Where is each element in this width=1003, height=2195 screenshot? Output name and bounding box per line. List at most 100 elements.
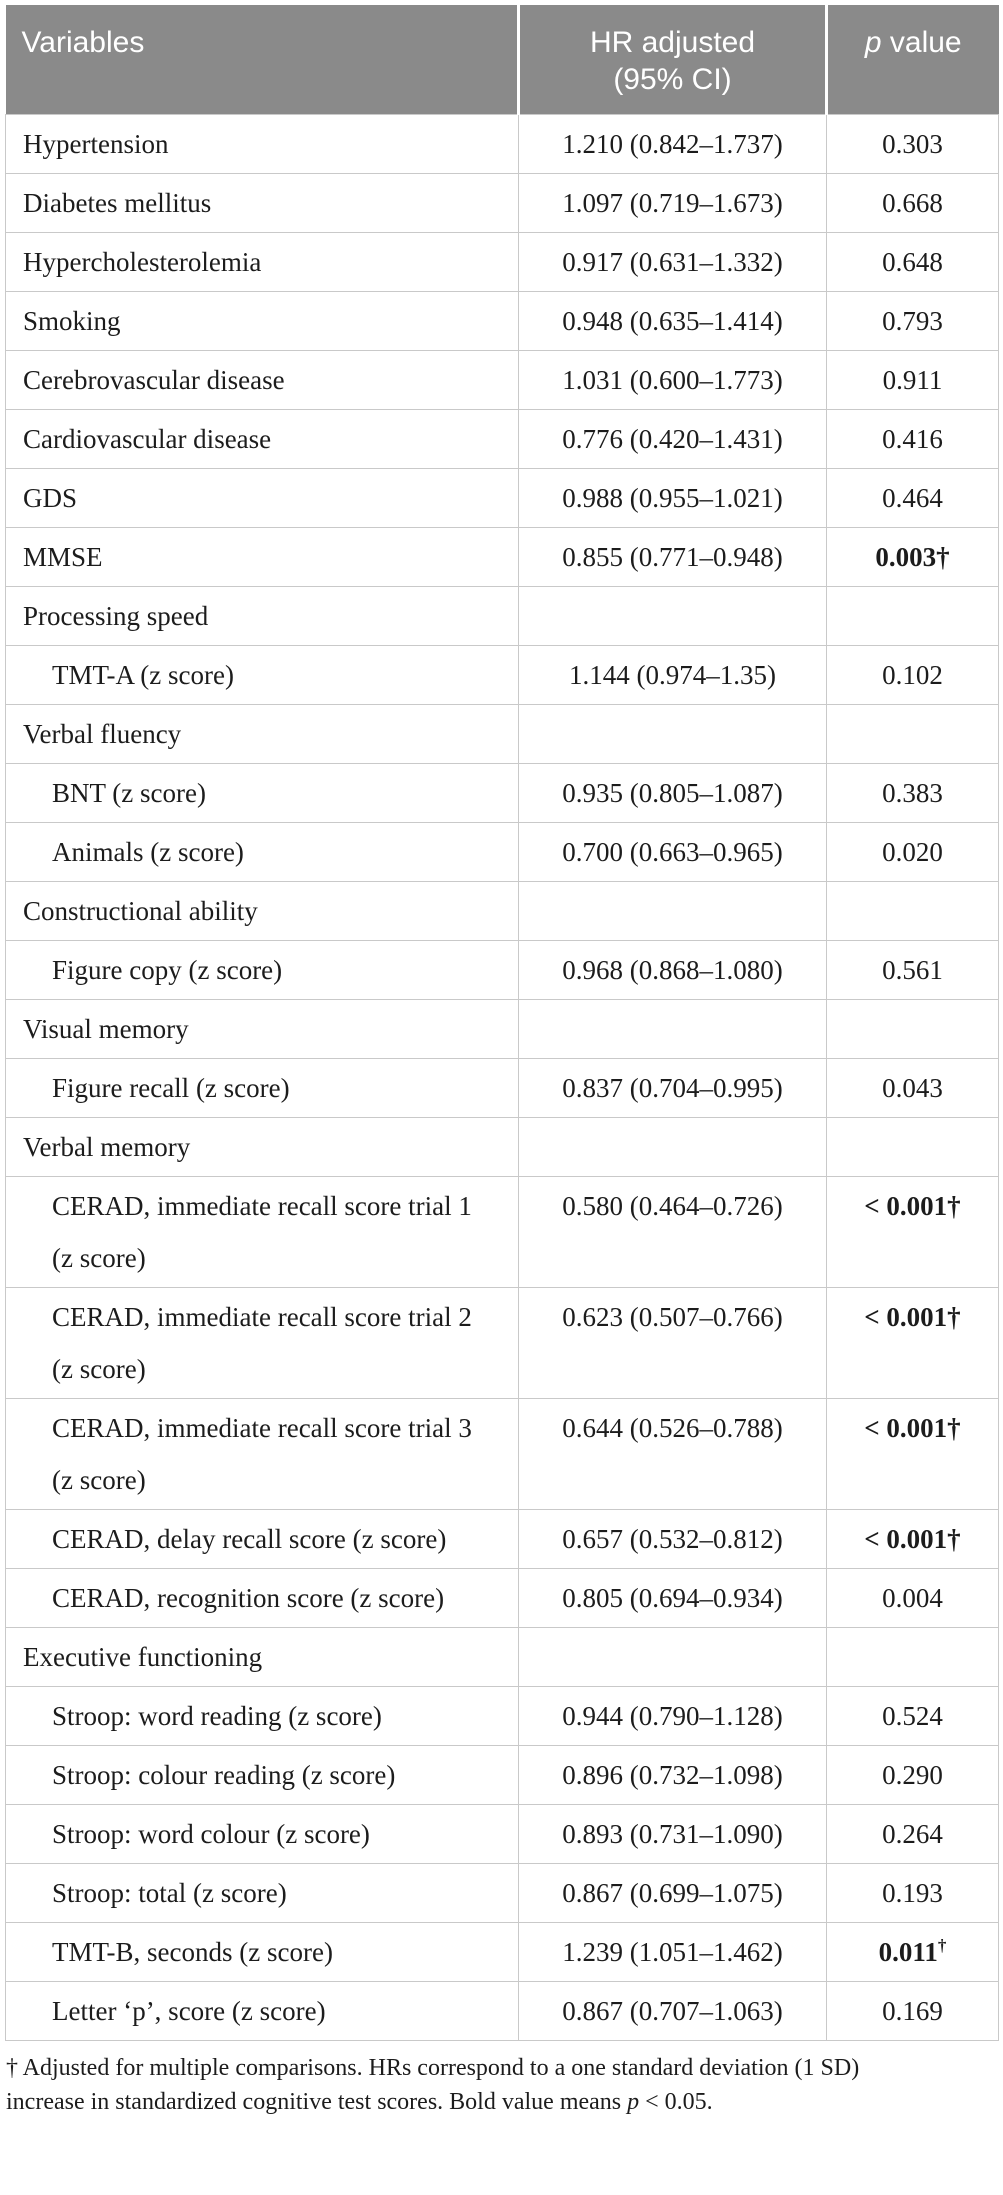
hr-ci-value-cell [518, 881, 827, 941]
hr-ci-value-cell [518, 586, 827, 646]
hr-ci-value-cell: 0.776 (0.420–1.431) [518, 409, 827, 469]
p-value-cell: < 0.001† [826, 1398, 999, 1510]
row-label-line2: (z score) [52, 1243, 146, 1273]
section-row: Verbal memory [5, 1117, 999, 1177]
table-row: Diabetes mellitus 1.097 (0.719–1.673) 0.66… [5, 173, 999, 233]
p-value-cell: 0.416 [826, 409, 999, 469]
row-label-text: Cerebrovascular disease [23, 365, 285, 395]
table-row: Hypertension 1.210 (0.842–1.737) 0.303 [5, 114, 999, 174]
table-row: MMSE 0.855 (0.771–0.948) 0.003† [5, 527, 999, 587]
row-label-cell: CERAD, recognition score (z score) [5, 1568, 519, 1628]
table-row: Hypercholesterolemia 0.917 (0.631–1.332) 0… [5, 232, 999, 292]
row-label-cell: BNT (z score) [5, 763, 519, 823]
hr-ci-value-cell: 1.097 (0.719–1.673) [518, 173, 827, 233]
row-label-cell: Letter ‘p’, score (z score) [5, 1981, 519, 2041]
hr-ci-value-cell: 0.917 (0.631–1.332) [518, 232, 827, 292]
row-label-cell: TMT-A (z score) [5, 645, 519, 705]
hr-ci-value-cell: 1.144 (0.974–1.35) [518, 645, 827, 705]
header-p-rest: value [881, 26, 962, 59]
hr-ci-value-cell [518, 1627, 827, 1687]
table-row: Letter ‘p’, score (z score) 0.867 (0.707–… [5, 1981, 999, 2041]
p-value-cell: 0.169 [826, 1981, 999, 2041]
row-label-text: CERAD, immediate recall score trial 3 [52, 1413, 472, 1443]
section-row: Executive functioning [5, 1627, 999, 1687]
hr-ci-value-cell: 1.031 (0.600–1.773) [518, 350, 827, 410]
row-label-cell: CERAD, delay recall score (z score) [5, 1509, 519, 1569]
p-value-cell [826, 881, 999, 941]
row-label-text: Figure recall (z score) [52, 1073, 290, 1103]
row-label-text: Visual memory [23, 1014, 189, 1044]
row-label-cell: Hypercholesterolemia [5, 232, 519, 292]
row-label-text: TMT-A (z score) [52, 660, 234, 690]
row-label-text: Stroop: word colour (z score) [52, 1819, 370, 1849]
row-label-cell: CERAD, immediate recall score trial 3 (z … [5, 1398, 519, 1510]
p-value-cell: < 0.001† [826, 1287, 999, 1399]
hr-ci-value-cell: 0.657 (0.532–0.812) [518, 1509, 827, 1569]
p-value-cell: 0.004 [826, 1568, 999, 1628]
p-value-cell: 0.043 [826, 1058, 999, 1118]
table-row: TMT-B, seconds (z score) 1.239 (1.051–1.4… [5, 1922, 999, 1982]
row-label-cell: Executive functioning [5, 1627, 519, 1687]
table-row: Stroop: colour reading (z score) 0.896 (0… [5, 1745, 999, 1805]
hr-ci-value-cell: 1.239 (1.051–1.462) [518, 1922, 827, 1982]
row-label-text: CERAD, immediate recall score trial 1 [52, 1191, 472, 1221]
row-label-text: CERAD, delay recall score (z score) [52, 1524, 447, 1554]
row-label-text: CERAD, immediate recall score trial 2 [52, 1302, 472, 1332]
section-row: Constructional ability [5, 881, 999, 941]
hr-ci-value-cell: 0.623 (0.507–0.766) [518, 1287, 827, 1399]
table-row: Figure copy (z score) 0.968 (0.868–1.080)… [5, 940, 999, 1000]
header-variables: Variables [5, 5, 519, 115]
row-label-text: Hypertension [23, 129, 169, 159]
section-row: Verbal fluency [5, 704, 999, 764]
table-row: GDS 0.988 (0.955–1.021) 0.464 [5, 468, 999, 528]
hr-ci-value-cell: 0.896 (0.732–1.098) [518, 1745, 827, 1805]
header-hr-line2: (95% CI) [613, 63, 732, 96]
table-row: BNT (z score) 0.935 (0.805–1.087) 0.383 [5, 763, 999, 823]
table-row: CERAD, immediate recall score trial 3 (z … [5, 1398, 999, 1510]
p-value-cell: < 0.001† [826, 1509, 999, 1569]
table-row: Stroop: total (z score) 0.867 (0.699–1.07… [5, 1863, 999, 1923]
header-hr-line1: HR adjusted [589, 26, 756, 59]
paper-table-figure: Variables HR adjusted (95% CI) p value H… [5, 5, 999, 2115]
row-label-cell: Diabetes mellitus [5, 173, 519, 233]
hr-ci-value-cell [518, 1117, 827, 1177]
hr-ci-value-cell: 0.988 (0.955–1.021) [518, 468, 827, 528]
row-label-cell: CERAD, immediate recall score trial 2 (z … [5, 1287, 519, 1399]
row-label-text: Cardiovascular disease [23, 424, 272, 454]
row-label-cell: Figure copy (z score) [5, 940, 519, 1000]
row-label-text: Verbal memory [23, 1132, 191, 1162]
row-label-cell: Verbal fluency [5, 704, 519, 764]
hr-ci-value-cell: 0.948 (0.635–1.414) [518, 291, 827, 351]
row-label-cell: Verbal memory [5, 1117, 519, 1177]
table-row: Figure recall (z score) 0.837 (0.704–0.99… [5, 1058, 999, 1118]
header-p-value: p value [825, 5, 999, 115]
row-label-text: Diabetes mellitus [23, 188, 212, 218]
row-label-cell: Cardiovascular disease [5, 409, 519, 469]
row-label-text: Hypercholesterolemia [23, 247, 262, 277]
table-row: CERAD, immediate recall score trial 2 (z … [5, 1287, 999, 1399]
table-row: TMT-A (z score) 1.144 (0.974–1.35) 0.102 [5, 645, 999, 705]
table-row: Stroop: word colour (z score) 0.893 (0.73… [5, 1804, 999, 1864]
row-label-cell: Stroop: total (z score) [5, 1863, 519, 1923]
row-label-cell: Figure recall (z score) [5, 1058, 519, 1118]
row-label-cell: Stroop: colour reading (z score) [5, 1745, 519, 1805]
p-value-cell: < 0.001† [826, 1176, 999, 1288]
row-label-text: Figure copy (z score) [52, 955, 283, 985]
section-row: Visual memory [5, 999, 999, 1059]
row-label-text: Stroop: total (z score) [52, 1878, 287, 1908]
hr-ci-value-cell: 0.700 (0.663–0.965) [518, 822, 827, 882]
p-value-cell: 0.383 [826, 763, 999, 823]
hr-ci-value-cell: 0.837 (0.704–0.995) [518, 1058, 827, 1118]
row-label-cell: Cerebrovascular disease [5, 350, 519, 410]
row-label-text: Stroop: colour reading (z score) [52, 1760, 396, 1790]
hr-ci-value-cell: 0.805 (0.694–0.934) [518, 1568, 827, 1628]
row-label-text: BNT (z score) [52, 778, 206, 808]
footnote-line2-end: < 0.05. [639, 2089, 713, 2115]
table-row: CERAD, immediate recall score trial 1 (z … [5, 1176, 999, 1288]
p-value-cell [826, 1117, 999, 1177]
row-label-cell: GDS [5, 468, 519, 528]
hr-ci-value-cell: 0.968 (0.868–1.080) [518, 940, 827, 1000]
hr-ci-value-cell [518, 999, 827, 1059]
hr-ci-value-cell: 0.935 (0.805–1.087) [518, 763, 827, 823]
table-row: Cerebrovascular disease 1.031 (0.600–1.77… [5, 350, 999, 410]
